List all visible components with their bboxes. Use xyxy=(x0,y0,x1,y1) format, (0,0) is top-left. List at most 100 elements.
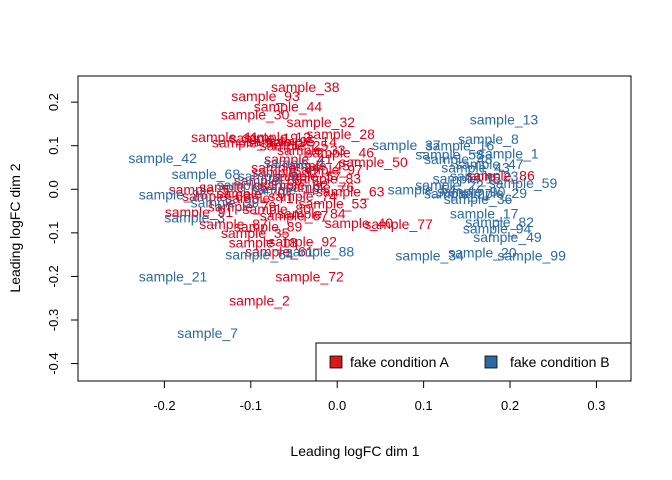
sample-label: sample_2 xyxy=(229,292,290,308)
sample-label: sample_79 xyxy=(208,199,277,215)
sample-label: sample_87 xyxy=(199,216,268,232)
sample-label: sample_97 xyxy=(294,162,363,178)
sample-label: sample_16 xyxy=(426,138,495,154)
sample-label: sample_34 xyxy=(395,248,464,264)
sample-label: sample_52 xyxy=(251,164,320,180)
sample-label: sample_50 xyxy=(339,154,408,170)
x-tick-label: 0.2 xyxy=(501,398,519,413)
sample-label: sample_17 xyxy=(450,205,519,221)
y-tick-label: -0.3 xyxy=(46,309,61,331)
sample-label: sample_84 xyxy=(277,205,346,221)
sample-label: sample_90 xyxy=(437,183,506,199)
sample-label: sample_31 xyxy=(217,177,286,193)
legend-label-condition-a: fake condition A xyxy=(350,354,450,370)
sample-label: sample_33 xyxy=(277,142,346,158)
sample-label: sample_45 xyxy=(281,157,350,173)
sample-label: sample_7 xyxy=(177,325,238,341)
sample-label: sample_76 xyxy=(286,179,355,195)
x-tick-label: 0.1 xyxy=(415,398,433,413)
sample-label: sample_27 xyxy=(424,186,493,202)
sample-label: sample_92 xyxy=(268,234,337,250)
sample-label: sample_30 xyxy=(221,106,290,122)
sample-label: sample_4 xyxy=(264,155,325,171)
sample-label: sample_82 xyxy=(465,214,534,230)
sample-label: sample_77 xyxy=(364,216,433,232)
legend: fake condition A fake condition B xyxy=(315,342,632,382)
sample-label: sample_26 xyxy=(139,187,208,203)
sample-label: sample_28 xyxy=(306,126,375,142)
sample-labels-layer: sample_38sample_93sample_44sample_30samp… xyxy=(128,79,566,341)
overlap-labels-layer: sample_12sample_19sample_25sample_33samp… xyxy=(182,129,527,250)
sample-label: sample_20 xyxy=(448,244,517,260)
legend-swatch-condition-b xyxy=(484,355,498,369)
sample-label: sample_41 xyxy=(264,151,333,167)
sample-label: sample_60 xyxy=(234,173,303,189)
sample-label: sample_65 xyxy=(199,179,268,195)
sample-label: sample_91 xyxy=(165,204,234,220)
sample-label: sample_15 xyxy=(433,170,502,186)
sample-label: sample_11 xyxy=(191,129,259,145)
y-tick-label: 0.1 xyxy=(46,137,61,155)
sample-label: sample_99 xyxy=(497,248,566,264)
sample-label: sample_12 xyxy=(242,129,311,145)
sample-label: sample_9 xyxy=(212,135,273,151)
sample-label: sample_58 xyxy=(415,146,484,162)
sample-label: sample_46 xyxy=(306,144,375,160)
sample-label: sample_35 xyxy=(221,225,290,241)
x-axis-label: Leading logFC dim 1 xyxy=(290,443,419,459)
sample-label: sample_59 xyxy=(489,175,558,191)
sample-label: sample_40 xyxy=(325,215,394,231)
x-tick-label: -0.2 xyxy=(153,398,175,413)
sample-label: sample_5 xyxy=(169,181,230,197)
sample-label: sample_6 xyxy=(238,168,299,184)
legend-label-condition-b: fake condition B xyxy=(510,354,610,370)
sample-label: sample_48 xyxy=(424,151,493,167)
sample-label: sample_95 xyxy=(247,133,316,149)
x-tick-label: -0.1 xyxy=(240,398,262,413)
legend-box xyxy=(315,342,632,382)
sample-label: sample_19 xyxy=(230,130,299,146)
sample-label: sample_10 xyxy=(251,181,320,197)
sample-label: sample_23 xyxy=(450,168,519,184)
sample-label: sample_22 xyxy=(415,177,484,193)
y-tick-label: 0.2 xyxy=(46,93,61,111)
sample-label: sample_25 xyxy=(260,138,329,154)
sample-label: sample_29 xyxy=(459,185,528,201)
y-tick-label: -0.4 xyxy=(46,352,61,374)
sample-label: sample_68 xyxy=(172,166,241,182)
y-tick-label: 0.0 xyxy=(46,180,61,198)
sample-label: sample_63 xyxy=(316,183,385,199)
sample-label: sample_69 xyxy=(182,188,251,204)
sample-label: sample_64 xyxy=(225,247,294,263)
sample-label: sample_18 xyxy=(229,234,298,250)
sample-label: sample_47 xyxy=(455,156,524,172)
sample-label: sample_94 xyxy=(463,221,532,237)
x-tick-label: 0.3 xyxy=(587,398,605,413)
sample-label: sample_53 xyxy=(299,196,368,212)
sample-label: sample_57 xyxy=(273,168,342,184)
legend-swatch-condition-a xyxy=(329,355,343,369)
sample-label: sample_67 xyxy=(260,207,329,223)
sample-label: sample_80 xyxy=(242,201,311,217)
sample-label: sample_54 xyxy=(388,181,457,197)
sample-label: sample_43 xyxy=(441,160,510,176)
y-tick-label: -0.2 xyxy=(46,265,61,287)
sample-label: sample_44 xyxy=(254,99,323,115)
y-tick-label: -0.1 xyxy=(46,222,61,244)
sample-label: sample_86 xyxy=(466,167,535,183)
sample-label: sample_21 xyxy=(139,268,208,284)
sample-label: sample_37 xyxy=(372,137,441,153)
sample-label: sample_89 xyxy=(234,218,303,234)
sample-label: sample_88 xyxy=(286,244,355,260)
sample-label: sample_14 xyxy=(268,133,337,149)
sample-label: sample_93 xyxy=(231,88,300,104)
sample-label: sample_72 xyxy=(275,268,344,284)
sample-label: sample_74 xyxy=(268,188,337,204)
y-axis-label: Leading logFC dim 2 xyxy=(7,163,23,292)
sample-label: sample_70 xyxy=(217,186,286,202)
sample-label: sample_8 xyxy=(458,131,519,147)
sample-label: sample_36 xyxy=(444,191,513,207)
sample-label: sample_71 xyxy=(225,190,294,206)
sample-label: sample_61 xyxy=(245,244,314,260)
